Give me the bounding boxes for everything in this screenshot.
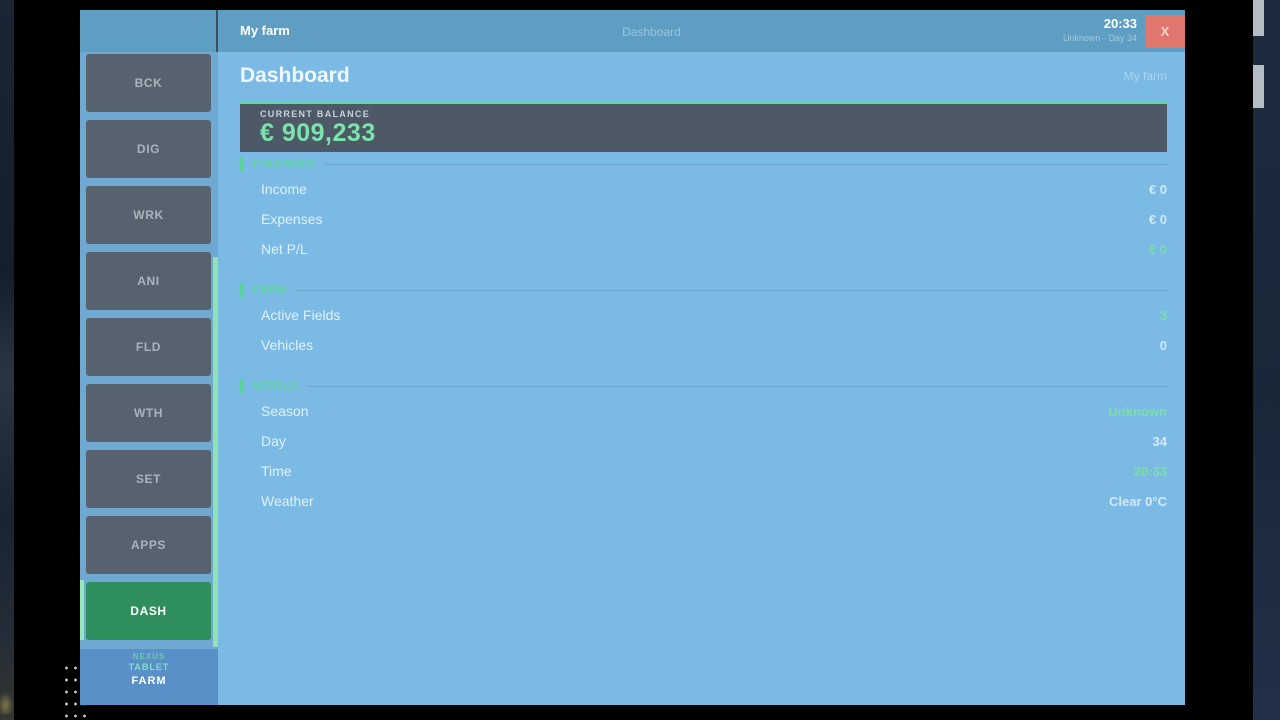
stat-value: € 0: [1148, 181, 1167, 197]
row-active-fields: Active Fields 3: [240, 300, 1167, 330]
section-accent-bar: [240, 283, 244, 297]
stat-value: € 0: [1148, 211, 1167, 227]
section-divider: [323, 163, 1167, 165]
clock: 20:33: [1103, 16, 1137, 31]
topbar-main: My farm Dashboard 20:33 Unknown - Day 34…: [218, 10, 1185, 52]
topbar-clock-group: 20:33 Unknown - Day 34: [1063, 16, 1137, 43]
stat-label: Time: [261, 463, 292, 479]
sidebar-item-wth[interactable]: WTH: [86, 384, 211, 442]
farm-label: FARM: [131, 675, 167, 687]
section-header: FARM: [240, 283, 1167, 297]
sidebar-item-dash[interactable]: DASH: [86, 582, 211, 640]
row-time: Time 20:33: [240, 456, 1167, 486]
topbar: My farm Dashboard 20:33 Unknown - Day 34…: [80, 10, 1185, 52]
season-day-status: Unknown - Day 34: [1062, 33, 1137, 43]
sidebar: BCK DIG WRK ANI FLD WTH SET APPS DASH NE…: [80, 52, 218, 705]
section-divider: [295, 289, 1167, 291]
sidebar-item-set[interactable]: SET: [86, 450, 211, 508]
app-title: My farm: [240, 23, 290, 38]
stat-value: Unknown: [1108, 403, 1168, 419]
close-button[interactable]: X: [1145, 15, 1185, 48]
stat-label: Expenses: [261, 211, 323, 227]
stat-label: Active Fields: [261, 307, 341, 323]
stat-value: 34: [1152, 433, 1167, 449]
sidebar-item-ani[interactable]: ANI: [86, 252, 211, 310]
stat-label: Season: [261, 403, 309, 419]
stat-value: € 0: [1148, 241, 1167, 257]
page-title: Dashboard: [240, 64, 350, 87]
row-expenses: Expenses € 0: [240, 204, 1167, 234]
page-subtitle: My farm: [1123, 69, 1167, 83]
stat-value: 3: [1159, 307, 1167, 323]
balance-value: € 909,233: [260, 119, 376, 147]
stat-value: Clear 0°C: [1109, 493, 1167, 509]
game-world-left-edge: [0, 0, 14, 720]
sidebar-item-dig[interactable]: DIG: [86, 120, 211, 178]
device-label: TABLET: [128, 662, 170, 672]
topbar-page-indicator: Dashboard: [622, 25, 681, 39]
balance-label: CURRENT BALANCE: [260, 109, 370, 119]
sidebar-item-wrk[interactable]: WRK: [86, 186, 211, 244]
row-day: Day 34: [240, 426, 1167, 456]
row-net-pl: Net P/L € 0: [240, 234, 1167, 264]
section-header: WORLD: [240, 379, 1167, 393]
balance-card: CURRENT BALANCE € 909,233: [240, 102, 1167, 152]
sidebar-item-apps[interactable]: APPS: [86, 516, 211, 574]
sidebar-footer: NEXUS TABLET FARM: [80, 649, 218, 705]
distant-light-glow: [0, 692, 14, 714]
hud-scrollbar-segment: [1253, 0, 1264, 36]
row-vehicles: Vehicles 0: [240, 330, 1167, 360]
section-finances: FINANCES Income € 0 Expenses € 0 Net P/L…: [240, 157, 1167, 264]
section-world: WORLD Season Unknown Day 34 Time 20:33: [240, 379, 1167, 516]
sidebar-scrollbar[interactable]: [213, 257, 218, 647]
brand-label: NEXUS: [132, 652, 166, 661]
stat-value: 20:33: [1133, 463, 1167, 479]
section-title: WORLD: [253, 380, 299, 392]
stat-label: Net P/L: [261, 241, 308, 257]
section-header: FINANCES: [240, 157, 1167, 171]
stat-label: Day: [261, 433, 286, 449]
row-season: Season Unknown: [240, 396, 1167, 426]
row-income: Income € 0: [240, 174, 1167, 204]
stat-label: Weather: [261, 493, 314, 509]
stat-label: Income: [261, 181, 307, 197]
sidebar-item-bck[interactable]: BCK: [86, 54, 211, 112]
game-world-right-edge: [1253, 0, 1280, 720]
section-accent-bar: [240, 157, 244, 171]
sidebar-button-list: BCK DIG WRK ANI FLD WTH SET APPS DASH: [80, 52, 218, 640]
stat-label: Vehicles: [261, 337, 314, 353]
dashboard-panel: Dashboard My farm CURRENT BALANCE € 909,…: [218, 52, 1185, 705]
active-item-accent-bar: [80, 580, 84, 640]
section-accent-bar: [240, 379, 244, 393]
section-title: FINANCES: [253, 158, 316, 170]
section-farm: FARM Active Fields 3 Vehicles 0: [240, 283, 1167, 360]
topbar-sidebar-spacer: [80, 10, 218, 52]
tablet-app-window: My farm Dashboard 20:33 Unknown - Day 34…: [80, 10, 1185, 705]
tablet-body: BCK DIG WRK ANI FLD WTH SET APPS DASH NE…: [80, 52, 1185, 705]
row-weather: Weather Clear 0°C: [240, 486, 1167, 516]
page-header: Dashboard My farm: [240, 54, 1167, 98]
sidebar-item-fld[interactable]: FLD: [86, 318, 211, 376]
hud-scrollbar-segment: [1253, 65, 1264, 108]
stat-value: 0: [1159, 337, 1167, 353]
section-divider: [306, 385, 1167, 387]
section-title: FARM: [253, 284, 288, 296]
